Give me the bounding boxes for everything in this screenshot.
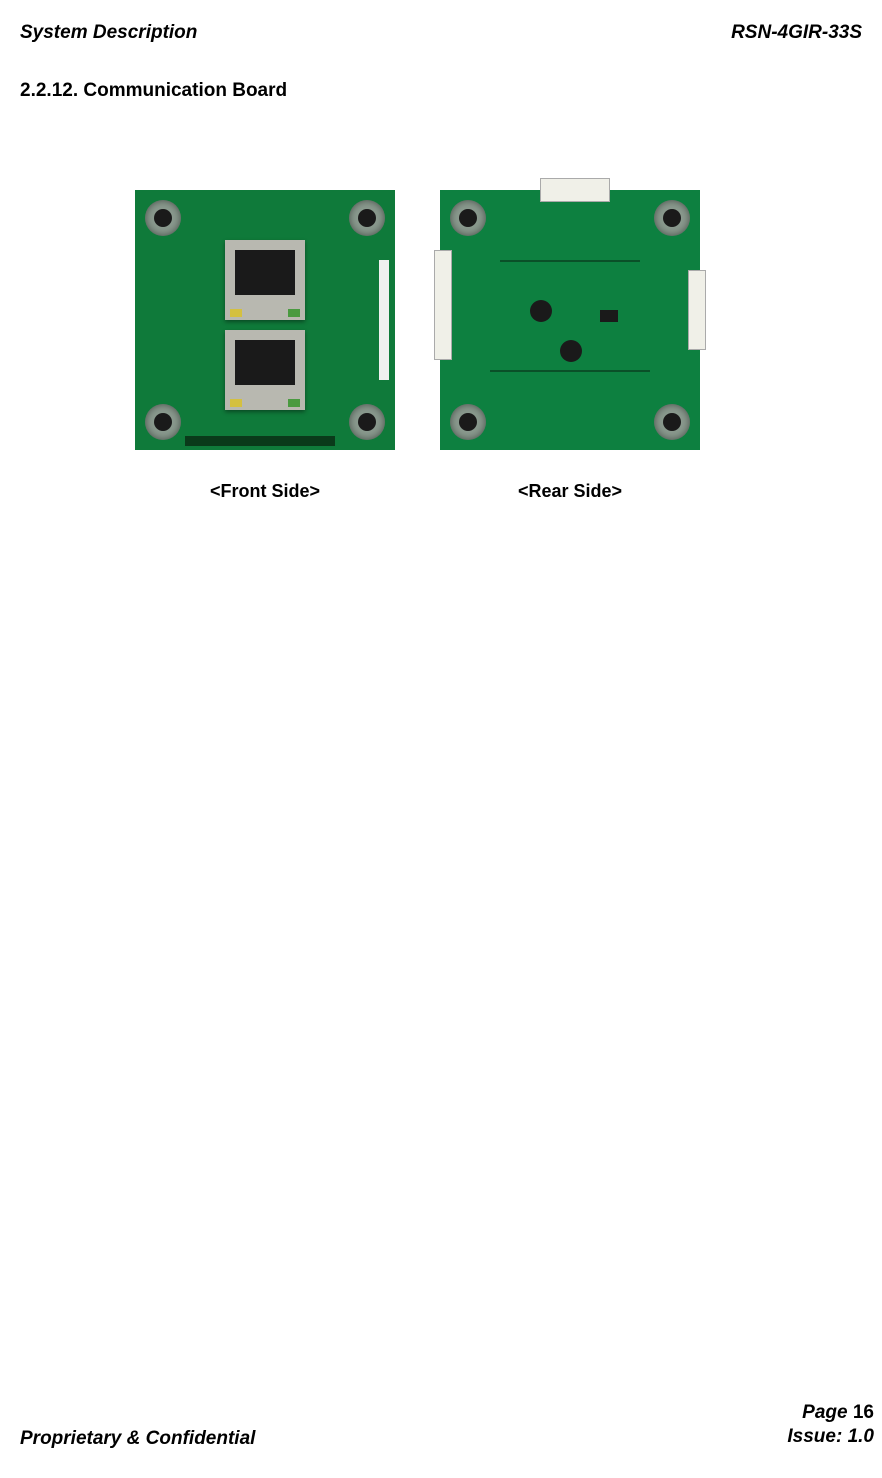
screw-hole-icon	[145, 404, 181, 440]
trace-icon	[500, 260, 640, 262]
pcb-rear-image	[440, 190, 700, 450]
page-header: System Description RSN-4GIR-33S	[20, 22, 862, 44]
issue-line: Issue: 1.0	[787, 1425, 874, 1450]
chip-icon	[600, 310, 618, 322]
header-left: System Description	[20, 22, 197, 44]
caption-front: <Front Side>	[135, 481, 395, 502]
page-number-line: Page 16	[787, 1401, 874, 1426]
images-row	[135, 190, 700, 450]
connector-icon	[688, 270, 706, 350]
chip-icon	[560, 340, 582, 362]
connector-icon	[434, 250, 452, 360]
screw-hole-icon	[654, 200, 690, 236]
pcb-label-icon	[185, 436, 335, 446]
screw-hole-icon	[450, 404, 486, 440]
screw-hole-icon	[450, 200, 486, 236]
screw-hole-icon	[654, 404, 690, 440]
section-heading: 2.2.12. Communication Board	[20, 80, 287, 102]
header-right: RSN-4GIR-33S	[731, 22, 862, 44]
led-icon	[230, 309, 242, 317]
footer-left: Proprietary & Confidential	[20, 1428, 255, 1450]
led-icon	[288, 309, 300, 317]
pcb-front-image	[135, 190, 395, 450]
screw-hole-icon	[349, 200, 385, 236]
captions-row: <Front Side> <Rear Side>	[135, 481, 700, 502]
caption-rear: <Rear Side>	[440, 481, 700, 502]
screw-hole-icon	[349, 404, 385, 440]
screw-hole-icon	[145, 200, 181, 236]
footer-right: Page 16 Issue: 1.0	[787, 1401, 874, 1450]
rj45-port-icon	[225, 330, 305, 410]
page-footer: Proprietary & Confidential Page 16 Issue…	[20, 1401, 874, 1450]
led-icon	[230, 399, 242, 407]
chip-icon	[530, 300, 552, 322]
rj45-port-icon	[225, 240, 305, 320]
connector-icon	[540, 178, 610, 202]
page-number: 16	[853, 1402, 874, 1423]
led-icon	[288, 399, 300, 407]
page-label: Page	[802, 1402, 853, 1423]
pcb-label-icon	[379, 260, 389, 380]
trace-icon	[490, 370, 650, 372]
